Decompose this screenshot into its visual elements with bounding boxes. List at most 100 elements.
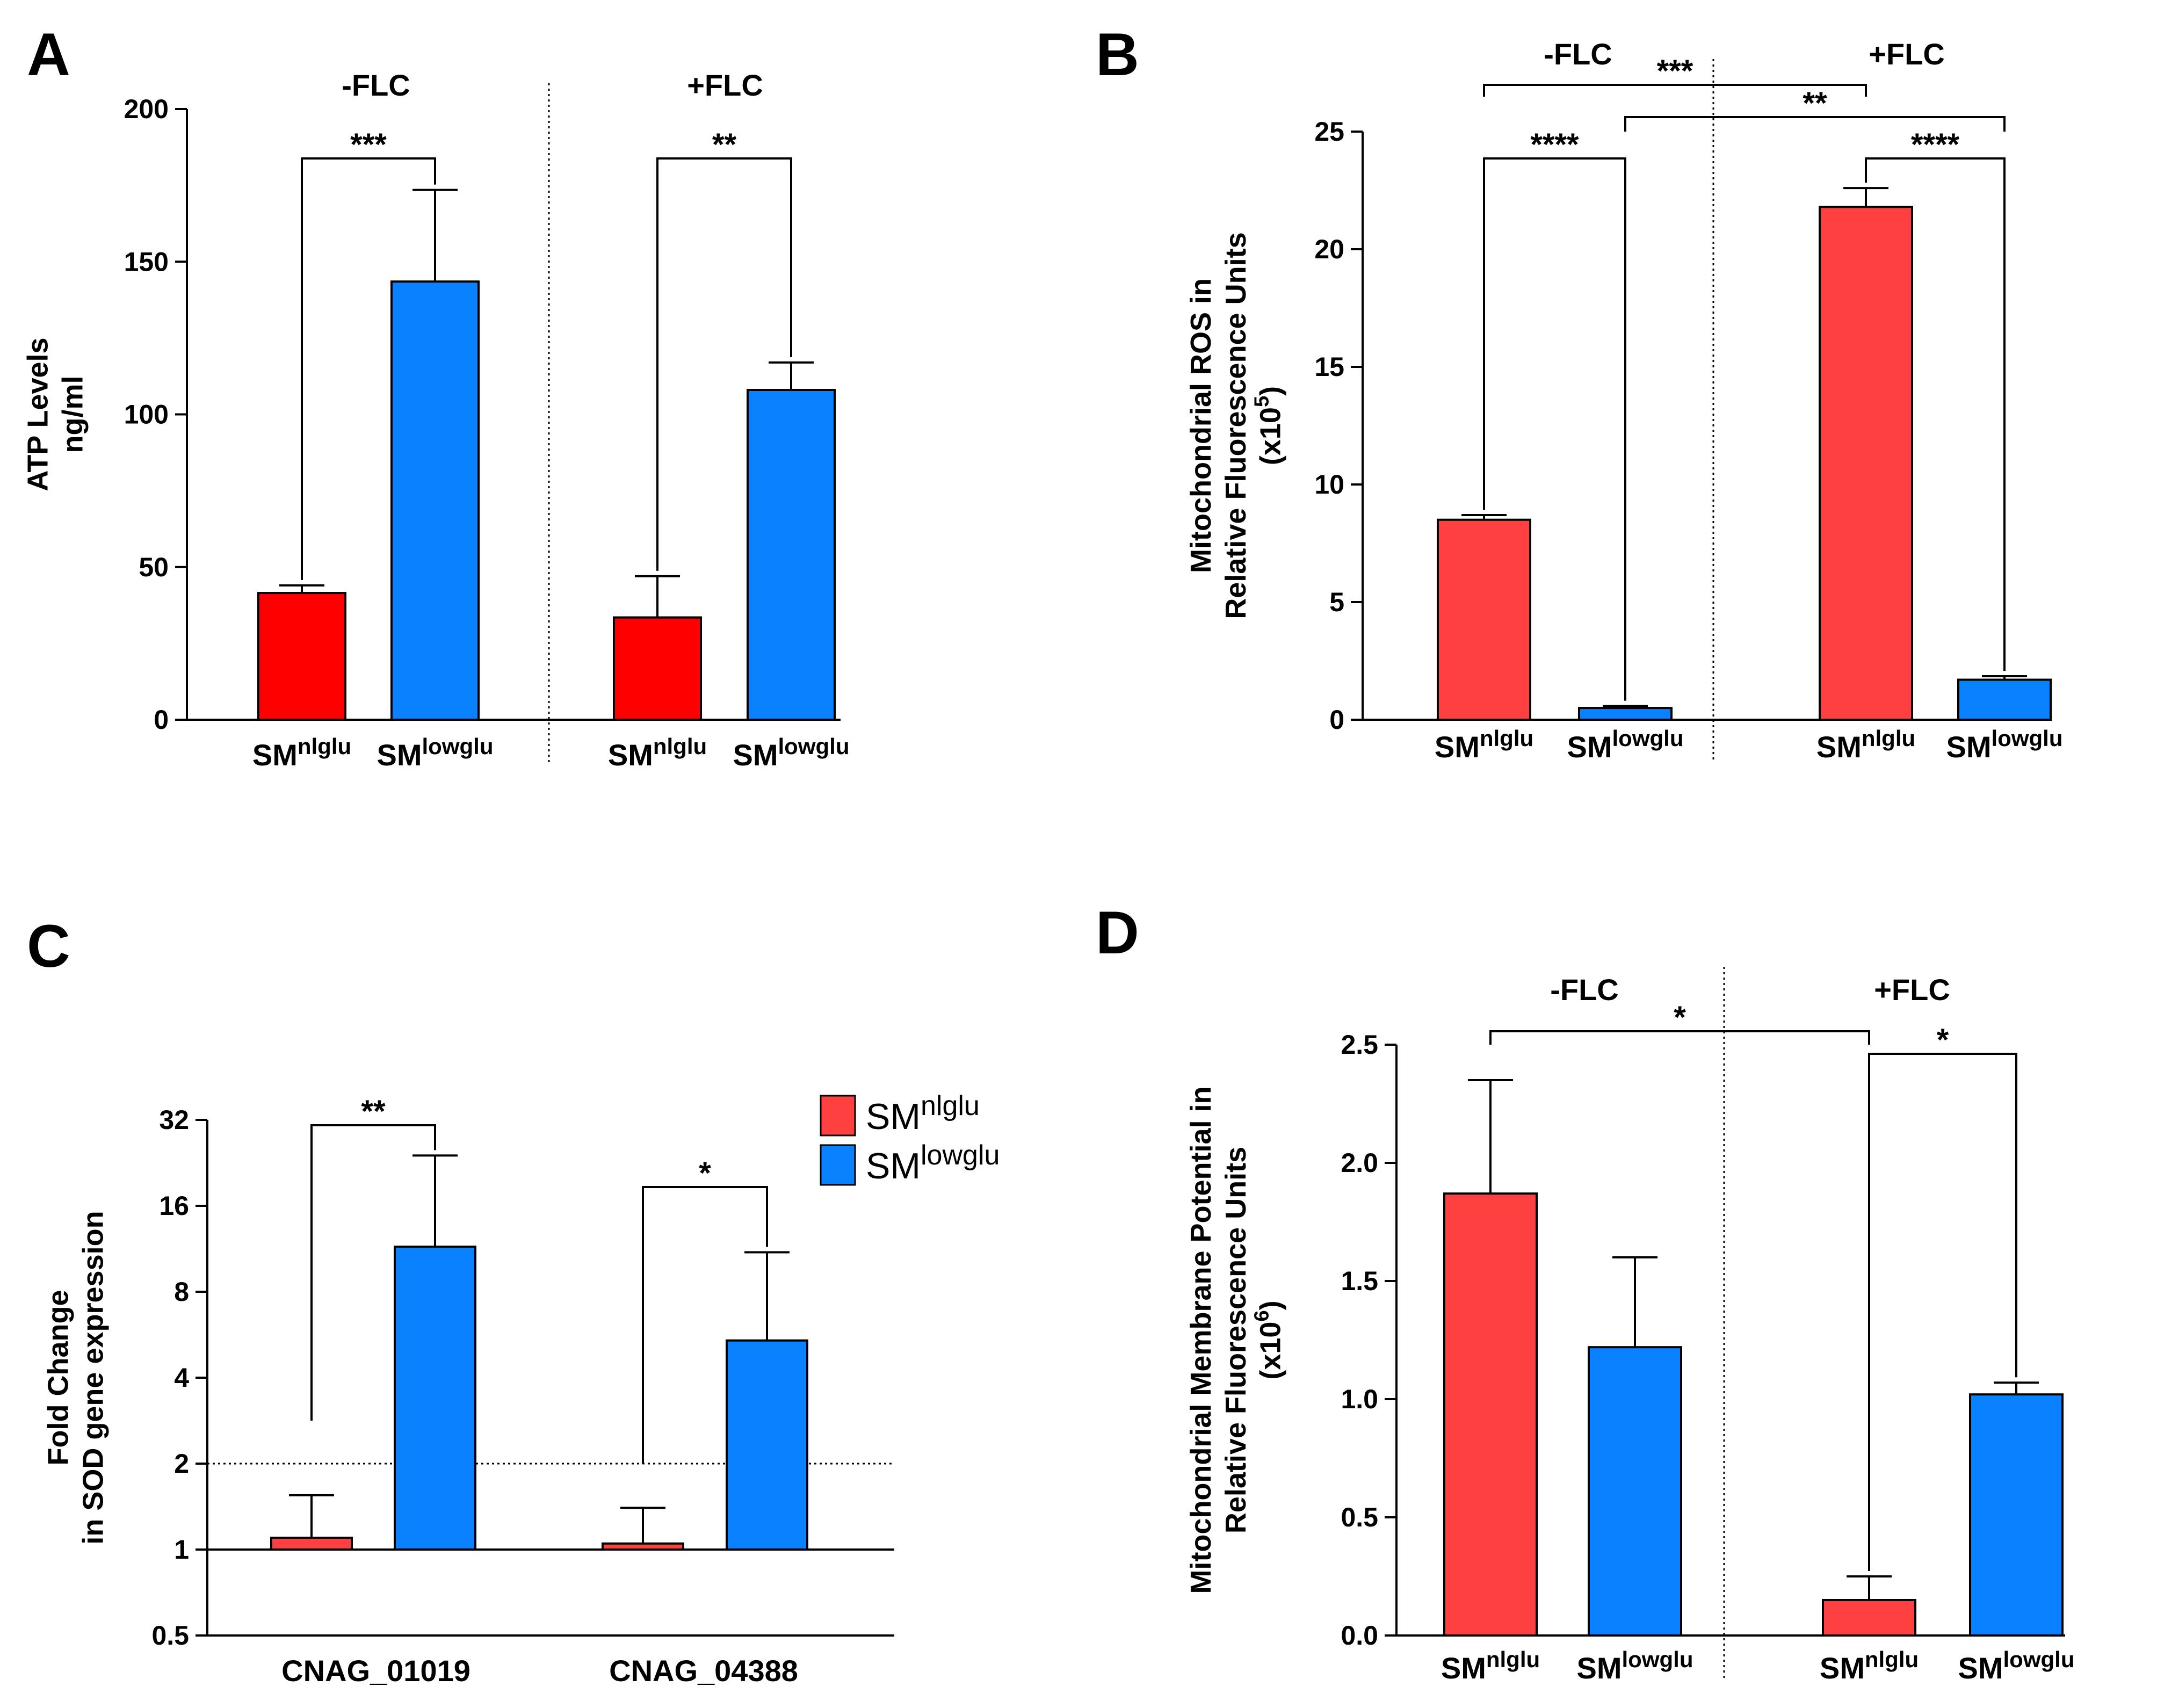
- significance-C-0-bracket: [310, 1124, 436, 1421]
- significance-C-1-label: *: [699, 1156, 711, 1191]
- legend-swatch-nlglu: [820, 1095, 856, 1137]
- y-tick-label-D: 2.0: [1341, 1148, 1378, 1178]
- bar-C-lowglu: [394, 1246, 476, 1551]
- bar-B-nlglu: [1437, 518, 1531, 721]
- group-label-A: +FLC: [687, 68, 763, 102]
- y-tick-label-A: 50: [139, 552, 169, 582]
- bar-A-lowglu: [390, 280, 480, 721]
- significance-A-0-bracket: [301, 157, 436, 580]
- x-tick-label-B: SMlowglu: [1567, 726, 1684, 764]
- y-tick-label-D: 0.0: [1341, 1620, 1378, 1651]
- bar-D-nlglu: [1822, 1599, 1916, 1637]
- x-tick-label-B: SMlowglu: [1946, 726, 2063, 764]
- group-label-A: -FLC: [342, 68, 410, 102]
- legend-label-lowglu: SMlowglu: [866, 1140, 1000, 1186]
- y-tick-label-D: 1.5: [1341, 1266, 1378, 1296]
- x-tick-label-D: SMlowglu: [1958, 1647, 2075, 1685]
- group-label-D: +FLC: [1874, 973, 1950, 1007]
- y-axis-label-unit: (x106): [1251, 1300, 1287, 1379]
- y-tick-label-A: 100: [124, 400, 169, 430]
- x-tick-label-B: SMnlglu: [1435, 726, 1533, 764]
- bar-D-lowglu: [1969, 1393, 2064, 1637]
- bar-B-lowglu: [1578, 707, 1673, 721]
- significance-B-1-label: **: [1803, 86, 1827, 121]
- group-label-D: -FLC: [1550, 973, 1619, 1007]
- y-axis-label-unit: (x105): [1251, 386, 1287, 465]
- y-axis-label-line: in SOD gene expression: [77, 1211, 109, 1544]
- y-tick-label-C: 8: [174, 1277, 189, 1307]
- y-tick-label-C: 16: [159, 1191, 189, 1221]
- x-tick-label-D: SMlowglu: [1577, 1647, 1693, 1685]
- y-tick-label-A: 0: [154, 705, 169, 735]
- bar-A-lowglu: [747, 389, 836, 721]
- x-category-label-C: CNAG_01019: [281, 1654, 471, 1688]
- y-tick-label-C: 4: [174, 1363, 189, 1393]
- y-tick-label-C: 0.5: [151, 1620, 189, 1651]
- significance-A-1-bracket: [656, 157, 792, 571]
- bar-A-nlglu: [257, 592, 346, 721]
- y-tick-label-C: 2: [174, 1449, 189, 1479]
- y-tick-label-B: 10: [1314, 469, 1344, 500]
- x-tick-label-A: SMnlglu: [608, 734, 707, 772]
- y-axis-label-C: Fold Change in SOD gene expression: [42, 1211, 110, 1544]
- x-tick-label-B: SMnlglu: [1816, 726, 1915, 764]
- legend-label-nlglu: SMnlglu: [866, 1090, 980, 1137]
- panel-label-A: A: [27, 21, 70, 88]
- significance-B-3-bracket: [1865, 157, 2006, 671]
- panel-label-C: C: [27, 913, 70, 980]
- bar-D-nlglu: [1443, 1192, 1538, 1637]
- significance-A-0-label: ***: [350, 127, 387, 162]
- y-tick-label-A: 150: [124, 247, 169, 277]
- significance-B-0-label: ***: [1657, 54, 1693, 89]
- y-tick-label-C: 32: [159, 1105, 189, 1135]
- bar-A-nlglu: [613, 616, 702, 721]
- significance-B-2-bracket: [1483, 157, 1626, 701]
- y-axis-label-line: ATP Levels: [22, 337, 54, 491]
- y-axis-label-line: ng/ml: [56, 376, 89, 453]
- bar-C-nlglu: [602, 1542, 684, 1551]
- y-tick-label-B: 0: [1329, 705, 1344, 735]
- significance-D-0-bracket: [1489, 1030, 1870, 1045]
- x-tick-label-D: SMnlglu: [1820, 1647, 1919, 1685]
- significance-C-0-label: **: [361, 1094, 386, 1129]
- bar-B-nlglu: [1819, 206, 1913, 721]
- y-axis-label-A: ATP Levels ng/ml: [22, 337, 89, 491]
- x-tick-label-A: SMlowglu: [733, 734, 850, 772]
- significance-D-1-bracket: [1868, 1053, 2017, 1571]
- significance-D-0-label: *: [1674, 1000, 1686, 1035]
- panel-label-D: D: [1096, 899, 1139, 966]
- x-category-label-C: CNAG_04388: [609, 1654, 798, 1688]
- significance-B-0-bracket: [1483, 84, 1867, 97]
- y-tick-label-C: 1: [174, 1535, 189, 1565]
- group-label-B: -FLC: [1544, 37, 1612, 71]
- bar-C-lowglu: [726, 1339, 808, 1551]
- y-axis-label-B: Mitochondrial ROS in Relative Fluorescenc…: [1185, 232, 1287, 619]
- bar-C-nlglu: [270, 1536, 353, 1551]
- legend-swatch-lowglu: [820, 1144, 856, 1186]
- y-tick-label-B: 20: [1314, 234, 1344, 264]
- y-axis-label-line: Mitochondrial ROS in: [1185, 278, 1217, 573]
- bar-B-lowglu: [1957, 678, 2052, 721]
- panel-label-B: B: [1096, 21, 1139, 88]
- y-axis-label-line: Relative Fluorescence Units: [1220, 1147, 1252, 1533]
- y-axis-label-D: Mitochondrial Membrane Potential in Relat…: [1185, 1086, 1287, 1594]
- y-tick-label-D: 2.5: [1341, 1030, 1378, 1060]
- x-tick-label-D: SMnlglu: [1441, 1647, 1540, 1685]
- group-label-B: +FLC: [1869, 37, 1945, 71]
- x-tick-label-A: SMlowglu: [377, 734, 494, 772]
- significance-B-2-label: ****: [1530, 127, 1579, 162]
- y-axis-label-line: Fold Change: [42, 1290, 75, 1466]
- bar-D-lowglu: [1588, 1346, 1682, 1637]
- significance-D-1-label: *: [1937, 1023, 1949, 1058]
- significance-B-3-label: ****: [1911, 127, 1960, 162]
- significance-A-1-label: **: [712, 127, 737, 162]
- significance-C-1-bracket: [642, 1186, 768, 1464]
- y-tick-label-B: 5: [1329, 587, 1344, 617]
- y-axis-label-line: Relative Fluorescence Units: [1220, 232, 1252, 619]
- x-tick-label-A: SMnlglu: [252, 734, 351, 772]
- y-tick-label-A: 200: [124, 94, 169, 124]
- significance-B-1-bracket: [1624, 116, 2006, 132]
- y-axis-label-line: Mitochondrial Membrane Potential in: [1185, 1086, 1217, 1594]
- y-tick-label-D: 0.5: [1341, 1502, 1378, 1532]
- y-tick-label-D: 1.0: [1341, 1384, 1378, 1414]
